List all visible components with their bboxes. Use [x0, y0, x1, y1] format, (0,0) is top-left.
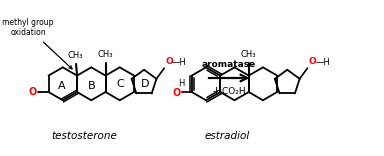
Text: CH₃: CH₃ [67, 51, 83, 60]
Text: testosterone: testosterone [51, 131, 117, 141]
Text: H: H [178, 79, 184, 88]
Text: aromatase: aromatase [202, 60, 257, 69]
Text: O: O [173, 88, 181, 98]
Text: estradiol: estradiol [205, 131, 250, 141]
Text: O: O [165, 57, 173, 66]
Text: O: O [29, 87, 37, 97]
Text: -HCO₂H: -HCO₂H [212, 87, 246, 96]
Text: C: C [116, 79, 124, 89]
Text: O: O [308, 57, 316, 66]
Text: methyl group
oxidation: methyl group oxidation [2, 18, 72, 69]
Text: —H: —H [172, 58, 187, 67]
Text: A: A [58, 81, 66, 91]
Text: —H: —H [315, 58, 330, 67]
Text: B: B [88, 81, 95, 91]
Text: D: D [141, 79, 149, 89]
Text: CH₃: CH₃ [241, 50, 257, 59]
Text: CH₃: CH₃ [98, 50, 113, 59]
